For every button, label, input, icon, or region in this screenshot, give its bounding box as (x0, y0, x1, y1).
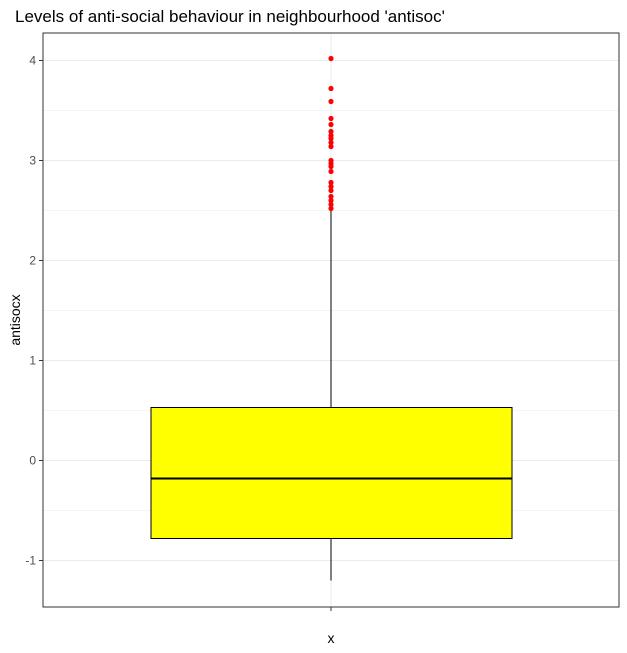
y-tick-label: -1 (25, 554, 36, 568)
outlier-point (328, 55, 334, 62)
outlier-point (328, 183, 334, 190)
outlier-point (328, 128, 334, 135)
outlier-point (328, 98, 334, 105)
y-axis: -1 0 1 2 3 4 (25, 54, 43, 568)
outlier-point (328, 85, 334, 92)
chart-title: Levels of anti-social behaviour in neigh… (15, 7, 445, 26)
y-tick-label: 2 (29, 254, 36, 268)
outlier-point (328, 139, 334, 146)
outlier-point (328, 197, 334, 204)
outlier-point (328, 121, 334, 128)
y-tick-label: 3 (29, 154, 36, 168)
plot-marks (150, 55, 513, 581)
outlier-point (328, 132, 334, 139)
y-tick-label: 0 (29, 454, 36, 468)
y-tick-label: 1 (29, 354, 36, 368)
y-axis-label: antisocx (7, 294, 23, 345)
outlier-point (328, 115, 334, 122)
outlier-point (328, 179, 334, 186)
x-axis-label: x (328, 630, 335, 646)
outlier-point (328, 168, 334, 175)
outlier-point (328, 157, 334, 164)
outlier-point (328, 187, 334, 194)
outlier-point (328, 205, 334, 212)
outlier-point (328, 201, 334, 208)
y-tick-label: 4 (29, 54, 36, 68)
outlier-point (328, 143, 334, 150)
outlier-point (328, 193, 334, 200)
box-iqr (150, 407, 513, 539)
